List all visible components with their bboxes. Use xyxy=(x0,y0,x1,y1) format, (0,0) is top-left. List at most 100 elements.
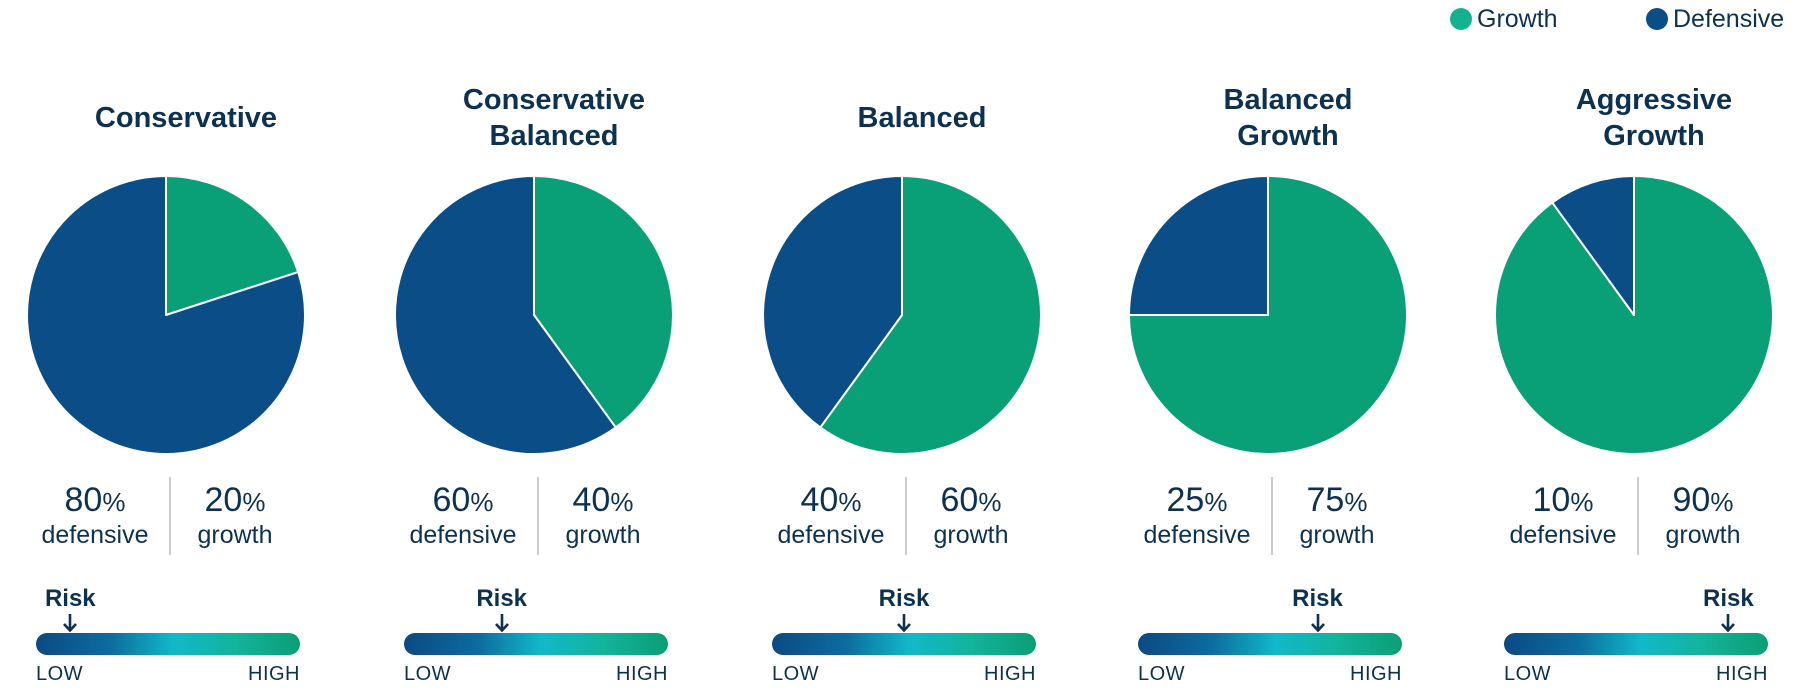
percent-sign: % xyxy=(1204,487,1228,517)
growth-value: 60% xyxy=(911,480,1031,520)
risk-marker: Risk xyxy=(864,585,944,633)
percent-sign: % xyxy=(102,487,126,517)
percent-sign: % xyxy=(978,487,1002,517)
risk-high-label: HIGH xyxy=(984,663,1036,685)
growth-value: 20% xyxy=(175,480,295,520)
arrow-down-icon xyxy=(494,614,509,633)
defensive-swatch-icon xyxy=(1646,8,1668,30)
defensive-label: defensive xyxy=(1143,521,1251,549)
defensive-stat: 25% defensive xyxy=(1132,480,1262,550)
pie-slice-defensive xyxy=(394,175,617,455)
risk-low-label: LOW xyxy=(404,663,452,685)
risk-marker: Risk xyxy=(1278,585,1358,633)
defensive-value: 40% xyxy=(766,480,896,520)
growth-value: 90% xyxy=(1643,480,1763,520)
pie-chart xyxy=(26,175,306,455)
risk-label: Risk xyxy=(1292,585,1343,612)
legend: Growth Defensive xyxy=(1450,2,1810,36)
risk-label: Risk xyxy=(476,585,528,612)
risk-marker: Risk xyxy=(462,585,542,633)
pie-slice-defensive xyxy=(1128,175,1269,316)
legend-item-defensive: Defensive xyxy=(1646,2,1784,36)
growth-percent: 40 xyxy=(572,481,611,519)
percent-sign: % xyxy=(1344,487,1368,517)
risk-scale: Risk LOW HIGH xyxy=(1138,585,1402,692)
growth-label: growth xyxy=(197,521,273,549)
pie-slice-growth xyxy=(533,175,674,429)
stat-divider xyxy=(169,477,171,555)
risk-gradient-bar xyxy=(772,633,1036,655)
defensive-value: 60% xyxy=(398,480,528,520)
pie-slice-growth xyxy=(165,175,300,316)
defensive-stat: 10% defensive xyxy=(1498,480,1628,550)
defensive-label: defensive xyxy=(777,521,885,549)
risk-scale: Risk LOW HIGH xyxy=(1504,585,1768,692)
defensive-label: defensive xyxy=(41,521,149,549)
percent-sign: % xyxy=(242,487,266,517)
percent-sign: % xyxy=(1710,487,1734,517)
percent-sign: % xyxy=(1570,487,1594,517)
pie-slice-growth xyxy=(819,175,1042,455)
growth-label: growth xyxy=(1299,521,1375,549)
growth-percent: 60 xyxy=(940,481,979,519)
risk-label: Risk xyxy=(878,585,930,612)
arrow-down-icon xyxy=(1310,614,1325,633)
pie-chart xyxy=(1128,175,1408,455)
risk-scale: Risk LOW HIGH xyxy=(404,585,668,692)
growth-stat: 20% growth xyxy=(175,480,295,550)
pie-slice-defensive xyxy=(26,175,306,455)
percent-sign: % xyxy=(838,487,862,517)
stat-divider xyxy=(537,477,539,555)
defensive-percent: 25 xyxy=(1166,481,1205,519)
risk-low-label: LOW xyxy=(1504,663,1552,685)
stat-divider xyxy=(1271,477,1273,555)
defensive-stat: 40% defensive xyxy=(766,480,896,550)
risk-scale: Risk LOW HIGH xyxy=(772,585,1036,692)
risk-high-label: HIGH xyxy=(1350,663,1402,685)
risk-gradient-bar xyxy=(1138,633,1402,655)
risk-gradient-bar xyxy=(1504,633,1768,655)
growth-value: 75% xyxy=(1277,480,1397,520)
growth-value: 40% xyxy=(543,480,663,520)
growth-percent: 90 xyxy=(1672,481,1711,519)
growth-label: growth xyxy=(1665,521,1741,549)
pie-slice-defensive xyxy=(1551,175,1635,316)
risk-scale: Risk LOW HIGH xyxy=(36,585,300,692)
allocation-panel: Conservative 80% defensive 20% growth Risk LOW… xyxy=(0,0,372,692)
panel-title-text: Balanced Growth xyxy=(1223,84,1353,152)
pie-chart xyxy=(394,175,674,455)
percent-sign: % xyxy=(610,487,634,517)
stat-divider xyxy=(905,477,907,555)
defensive-percent: 60 xyxy=(432,481,471,519)
growth-stat: 60% growth xyxy=(911,480,1031,550)
risk-high-label: HIGH xyxy=(248,663,300,685)
panel-title-text: Conservative xyxy=(94,102,278,134)
risk-label: Risk xyxy=(44,585,96,612)
panel-title-text: Balanced xyxy=(857,102,987,134)
panel-title: Conservative Balanced xyxy=(368,78,740,158)
legend-label-defensive: Defensive xyxy=(1673,4,1785,33)
risk-marker: Risk xyxy=(1688,585,1768,633)
arrow-down-icon xyxy=(1721,614,1736,633)
legend-label-growth: Growth xyxy=(1477,4,1558,33)
allocation-panel: Balanced 40% defensive 60% growth Risk LOW HIGH xyxy=(736,0,1108,692)
defensive-label: defensive xyxy=(409,521,517,549)
defensive-value: 25% xyxy=(1132,480,1262,520)
risk-gradient-bar xyxy=(404,633,668,655)
defensive-stat: 60% defensive xyxy=(398,480,528,550)
growth-label: growth xyxy=(933,521,1009,549)
growth-stat: 75% growth xyxy=(1277,480,1397,550)
allocation-panel: Conservative Balanced 60% defensive 40% grow… xyxy=(368,0,740,692)
growth-stat: 90% growth xyxy=(1643,480,1763,550)
growth-swatch-icon xyxy=(1450,8,1472,30)
pie-slice-defensive xyxy=(762,175,903,429)
pie-chart xyxy=(762,175,1042,455)
allocation-panel: Balanced Growth 25% defensive 75% growth Risk… xyxy=(1102,0,1474,692)
risk-low-label: LOW xyxy=(1138,663,1186,685)
panel-title-text: Conservative Balanced xyxy=(462,84,646,152)
stat-divider xyxy=(1637,477,1639,555)
defensive-stat: 80% defensive xyxy=(30,480,160,550)
defensive-percent: 40 xyxy=(800,481,839,519)
growth-label: growth xyxy=(565,521,641,549)
arrow-down-icon xyxy=(897,614,911,633)
